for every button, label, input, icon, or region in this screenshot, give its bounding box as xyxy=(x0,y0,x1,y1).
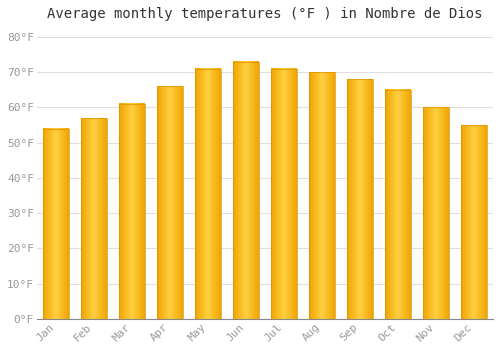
Bar xyxy=(347,79,373,319)
Bar xyxy=(119,104,144,319)
Bar xyxy=(195,69,221,319)
Bar xyxy=(271,69,297,319)
Bar xyxy=(461,125,487,319)
Bar xyxy=(385,90,411,319)
Bar xyxy=(157,86,182,319)
Bar xyxy=(423,107,449,319)
Bar xyxy=(233,62,259,319)
Bar xyxy=(309,72,335,319)
Bar xyxy=(81,118,106,319)
Title: Average monthly temperatures (°F ) in Nombre de Dios: Average monthly temperatures (°F ) in No… xyxy=(47,7,482,21)
Bar xyxy=(43,128,68,319)
